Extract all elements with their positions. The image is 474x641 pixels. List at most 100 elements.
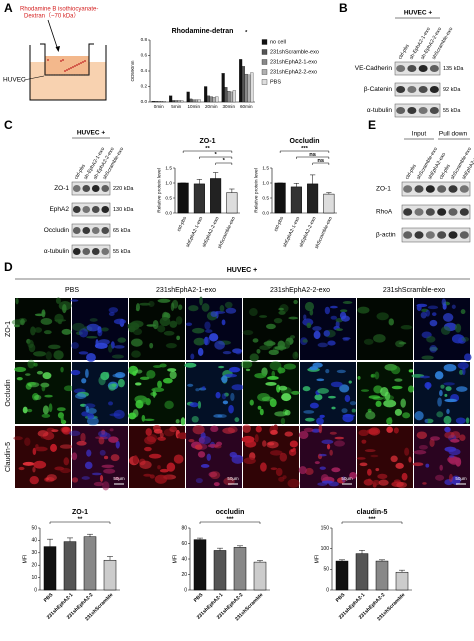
micrograph-signal (254, 372, 267, 379)
micrograph-signal (40, 317, 53, 325)
micrograph-signal (291, 390, 300, 395)
kda-label: 135 kDa (443, 66, 464, 72)
micrograph-signal (115, 440, 120, 449)
micrograph-signal (146, 324, 157, 327)
micrograph-signal (222, 350, 232, 355)
micrograph-signal (159, 363, 167, 368)
micrograph-signal (61, 328, 72, 335)
micrograph-signal (245, 368, 251, 372)
micrograph-signal (139, 302, 151, 306)
micrograph-signal (440, 384, 445, 389)
x-tick-label: 30min (222, 104, 235, 109)
micrograph-signal (169, 370, 177, 380)
chart-title: ZO-1 (72, 509, 88, 516)
micrograph-signal (444, 431, 455, 439)
micrograph-signal (323, 330, 331, 337)
bar (162, 101, 166, 103)
micrograph-signal (421, 355, 434, 360)
micrograph-signal (360, 389, 370, 392)
micrograph-signal (218, 365, 225, 369)
micrograph-signal (195, 388, 200, 392)
micrograph-signal (357, 375, 361, 380)
micrograph-signal (149, 474, 155, 479)
bar (241, 66, 245, 103)
blot-band (72, 205, 81, 214)
micrograph-signal (194, 444, 203, 450)
micrograph-signal (93, 481, 104, 487)
micrograph-signal (422, 482, 427, 485)
bar (197, 99, 201, 103)
micrograph-signal (257, 393, 270, 402)
micrograph-signal (228, 404, 234, 414)
micrograph-signal (208, 471, 218, 478)
micrograph-signal (407, 385, 415, 393)
micrograph-signal (85, 405, 90, 413)
micrograph-signal (240, 360, 253, 369)
blot-band (429, 85, 439, 94)
micrograph-signal (33, 351, 47, 357)
dye-dot (64, 70, 66, 72)
micrograph-signal (135, 308, 139, 311)
micrograph-signal (44, 394, 53, 398)
micrograph-signal (201, 303, 210, 312)
micrograph-signal (372, 479, 381, 486)
micrograph-signal (330, 315, 337, 320)
micrograph-signal (282, 475, 287, 479)
micrograph-signal (302, 339, 308, 343)
micrograph-signal (176, 335, 181, 341)
kda-label: 92 kDa (443, 87, 461, 93)
micrograph-signal (192, 327, 205, 334)
micrograph-signal (103, 455, 109, 460)
dye-dot (76, 64, 78, 66)
micrograph-signal (231, 384, 244, 391)
arrow (23, 75, 45, 81)
micrograph-signal (152, 319, 159, 330)
micrograph-signal (312, 326, 322, 331)
blot-band (101, 247, 110, 256)
micrograph-signal (117, 378, 125, 388)
bar (224, 87, 228, 103)
bar (395, 571, 409, 591)
micrograph-signal (30, 326, 36, 336)
micrograph-signal (20, 318, 25, 326)
micrograph-signal (243, 457, 256, 465)
micrograph-signal (443, 363, 457, 372)
protein-label: ZO-1 (54, 185, 69, 192)
bar (244, 73, 248, 103)
micrograph-signal (395, 462, 404, 469)
micrograph-signal (188, 438, 195, 443)
bar (151, 101, 155, 103)
micrograph-signal (130, 338, 143, 347)
blot-strip (71, 181, 111, 196)
micrograph-signal (76, 440, 87, 446)
micrograph-signal (85, 368, 89, 378)
micrograph-signal (390, 455, 398, 463)
micrograph-signal (164, 400, 174, 410)
micrograph-signal (33, 460, 47, 469)
micrograph-signal (208, 333, 219, 342)
micrograph-signal (298, 466, 307, 475)
micrograph-signal (259, 315, 268, 318)
protein-label: β-Catenin (364, 86, 393, 93)
micrograph-signal (270, 429, 278, 435)
y-tick-label: 50 (323, 567, 329, 573)
micrograph-signal (15, 298, 19, 305)
micrograph-signal (419, 375, 431, 379)
micrograph-signal (197, 347, 204, 356)
bar (230, 91, 234, 103)
micrograph-signal (143, 473, 152, 477)
legend-swatch (261, 69, 268, 75)
micrograph-signal (97, 328, 103, 337)
micrograph-signal (457, 362, 469, 370)
micrograph-signal (391, 385, 403, 390)
bar (247, 74, 251, 103)
micrograph-signal (227, 426, 238, 433)
micrograph-signal (266, 441, 279, 449)
micrograph-signal (270, 467, 278, 471)
blot-band (414, 231, 424, 239)
bar (193, 183, 205, 214)
bar (375, 560, 389, 591)
y-tick-label: 0.8 (141, 37, 148, 42)
blot-band (448, 185, 458, 193)
micrograph-signal (27, 408, 33, 413)
